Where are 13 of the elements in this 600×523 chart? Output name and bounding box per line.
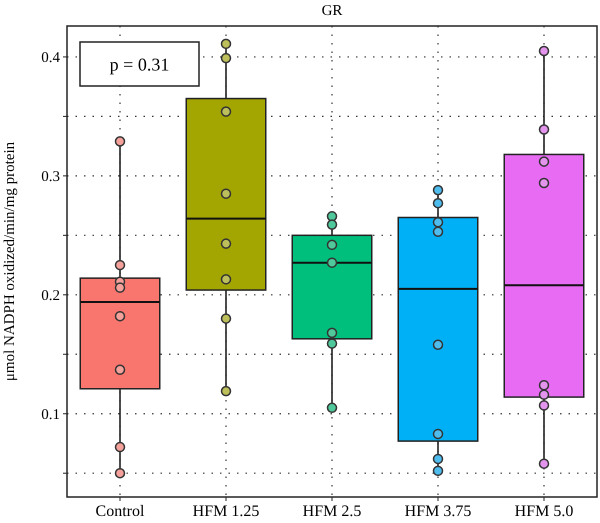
x-tick-label: HFM 1.25 [192, 503, 260, 520]
y-tick-label: 0.3 [41, 169, 60, 186]
chart-title: GR [322, 3, 342, 19]
y-tick-label: 0.2 [41, 288, 60, 304]
y-axis-title: μmol NADPH oxidized/min/mg protein [2, 141, 18, 382]
x-tick-label: HFM 2.5 [302, 503, 362, 520]
annotation: p = 0.31 [110, 54, 170, 74]
y-tick-label: 0.1 [41, 406, 60, 423]
x-tick-label: HFM 3.75 [404, 503, 472, 520]
x-tick-label: HFM 5.0 [514, 503, 574, 520]
text-frame: p = 0.31 [79, 41, 200, 87]
x-tick-label: Control [96, 503, 145, 520]
y-tick-label: 0.4 [41, 50, 60, 66]
